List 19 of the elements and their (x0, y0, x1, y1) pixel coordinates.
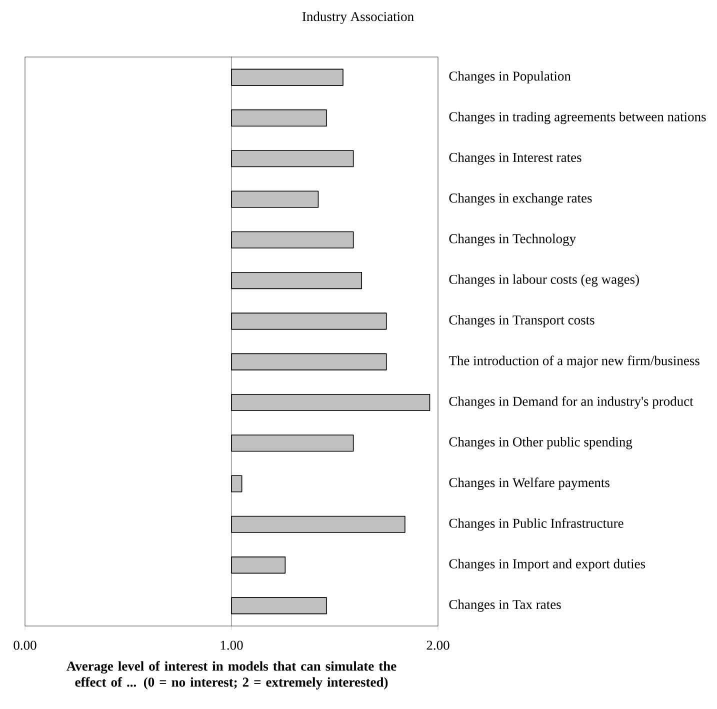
x-tick-label: 1.00 (220, 640, 243, 650)
x-axis-title: Average level of interest in models that can simulate the effect of ... (0 = no interest; 2 = extremely interested) (66, 661, 396, 690)
x-tick-label: 0.00 (14, 640, 36, 650)
y-tick-label: Changes in Demand for an industry's product (449, 396, 694, 409)
y-tick-label: Changes in Transport costs (449, 315, 594, 328)
y-tick-label: Changes in Population (449, 71, 571, 84)
y-tick-label: The introduction of a major new firm/business (448, 356, 700, 368)
y-tick-label: Changes in trading agreements between nations (449, 112, 706, 124)
y-tick-label: Changes in Interest rates (449, 152, 582, 165)
chart-title: Industry Association (302, 12, 414, 24)
y-tick-label: Changes in labour costs (eg wages) (449, 274, 639, 287)
y-tick-label: Changes in Other public spending (449, 436, 632, 450)
x-tick-label: 2.00 (426, 640, 450, 650)
y-tick-label: Changes in Technology (449, 234, 576, 246)
y-tick-label: Changes in exchange rates (449, 193, 592, 206)
y-tick-label: Changes in Welfare payments (449, 478, 610, 490)
y-tick-label: Changes in Tax rates (449, 600, 561, 612)
y-tick-label: Changes in Import and export duties (449, 558, 646, 572)
y-tick-label: Changes in Public Infrastructure (449, 518, 624, 531)
